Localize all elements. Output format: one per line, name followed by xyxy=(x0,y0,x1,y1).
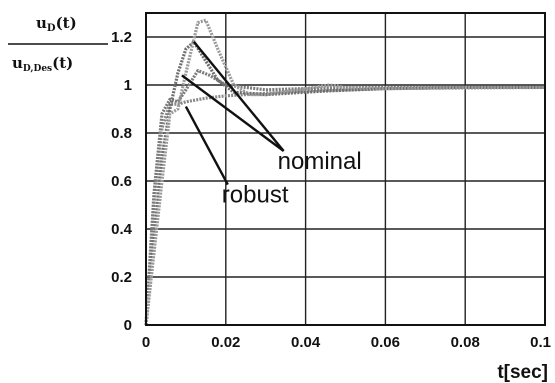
x-tick-label: 0 xyxy=(142,334,150,351)
y-axis-label: uD(t) uD,Des(t) xyxy=(8,14,108,74)
y-tick-label: 1 xyxy=(124,77,132,94)
annotation-pointer-1-1 xyxy=(192,41,285,152)
x-tick-label: 0.1 xyxy=(530,334,551,351)
y-tick-label: 1.2 xyxy=(111,29,132,46)
ylabel-numerator-sub: D xyxy=(47,23,56,34)
y-tick-label: 0.8 xyxy=(111,125,132,142)
ylabel-denominator-arg: (t) xyxy=(52,54,73,72)
x-tick-label: 0.08 xyxy=(451,334,480,351)
series-line-4 xyxy=(144,18,545,326)
series-lines xyxy=(144,18,546,326)
x-axis-title: t[sec] xyxy=(497,362,548,383)
ylabel-numerator-arg: (t) xyxy=(56,14,77,32)
series-line-3 xyxy=(144,40,545,326)
annotation-pointer-2-1 xyxy=(184,106,229,186)
ylabel-denominator: u xyxy=(12,54,23,72)
annotation-pointer-1-2 xyxy=(181,74,285,152)
y-tick-label: 0 xyxy=(124,317,132,334)
series-line-2 xyxy=(144,69,545,326)
y-tick-label: 0.6 xyxy=(111,173,132,190)
y-tick-labels: 0 0.2 0.4 0.6 0.8 1 1.2 xyxy=(111,29,133,334)
y-tick-label: 0.4 xyxy=(111,221,133,238)
annotation-label-nominal: nominal xyxy=(278,148,362,175)
svg-text:uD,Des(t): uD,Des(t) xyxy=(12,54,73,74)
x-tick-label: 0.06 xyxy=(371,334,400,351)
x-tick-label: 0.04 xyxy=(291,334,321,351)
plot-frame xyxy=(145,12,546,326)
annotation-label-robust: robust xyxy=(222,182,289,209)
x-tick-labels: 0 0.02 0.04 0.06 0.08 0.1 xyxy=(142,334,551,351)
svg-text:uD(t): uD(t) xyxy=(36,14,77,34)
ylabel-denominator-sub: D,Des xyxy=(23,64,52,74)
ylabel-numerator: u xyxy=(36,14,47,32)
x-tick-label: 0.02 xyxy=(211,334,240,351)
annotations: nominal robust xyxy=(181,41,362,209)
y-tick-label: 0.2 xyxy=(111,269,132,286)
series-line-1 xyxy=(144,85,546,326)
